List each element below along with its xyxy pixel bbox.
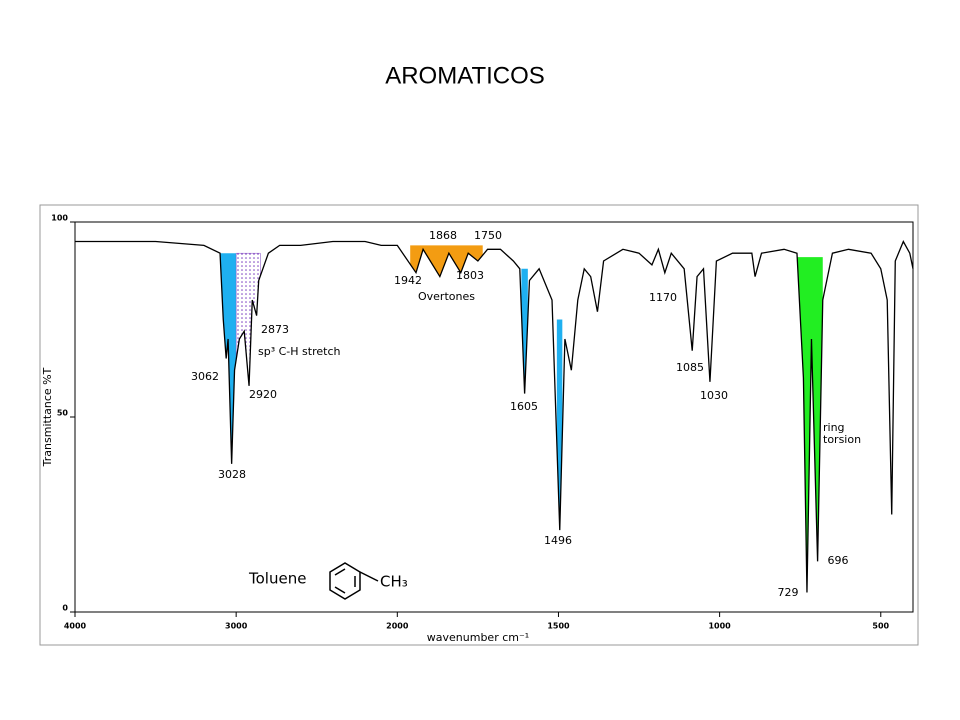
peak-label: 1868 (429, 229, 457, 242)
x-tick-label: 3000 (225, 622, 248, 631)
highlight-label: Overtones (418, 290, 475, 303)
peak-label: 1170 (649, 291, 677, 304)
x-tick-label: 1000 (708, 622, 731, 631)
highlight-band (220, 253, 237, 464)
x-tick-label: 2000 (386, 622, 409, 631)
highlight-label: torsion (823, 433, 861, 446)
peak-label: 2873 (261, 323, 289, 336)
spectrum-line (75, 240, 914, 593)
peak-label: 1942 (394, 274, 422, 287)
peak-label: 1605 (510, 400, 538, 413)
chart-title: AROMATICOS (385, 62, 545, 89)
peak-label: 3062 (191, 370, 219, 383)
peak-label: 1085 (676, 361, 704, 374)
highlight-band (521, 268, 528, 394)
molecule-name: Toluene (248, 570, 306, 588)
chart-panel (39, 204, 919, 646)
y-tick-label: 100 (51, 214, 68, 223)
highlight-band (410, 245, 483, 277)
highlight-label: ring (823, 421, 845, 434)
peak-label: 1496 (544, 534, 572, 547)
peak-label: 2920 (249, 388, 277, 401)
toluene-structure: Toluene CH₃ (248, 562, 408, 600)
peak-label: 696 (828, 554, 849, 567)
methyl-bond (359, 571, 379, 582)
y-tick-label: 50 (57, 409, 69, 418)
x-tick-label: 4000 (64, 622, 87, 631)
y-axis-label: Transmittance %T (41, 367, 54, 467)
peak-label: 1803 (456, 269, 484, 282)
x-tick-label: 1500 (547, 622, 570, 631)
x-tick-label: 500 (872, 622, 889, 631)
double-bond (334, 586, 346, 594)
x-axis-label: wavenumber cm⁻¹ (427, 631, 529, 644)
benzene-ring (329, 562, 361, 600)
peak-label: 729 (778, 586, 799, 599)
peak-label: 1030 (700, 389, 728, 402)
y-tick-label: 0 (62, 604, 68, 613)
double-bond (334, 568, 346, 576)
peak-label: 1750 (474, 229, 502, 242)
peak-label: 3028 (218, 468, 246, 481)
molecule-group: CH₃ (380, 573, 408, 591)
highlight-label: sp³ C-H stretch (258, 345, 340, 358)
